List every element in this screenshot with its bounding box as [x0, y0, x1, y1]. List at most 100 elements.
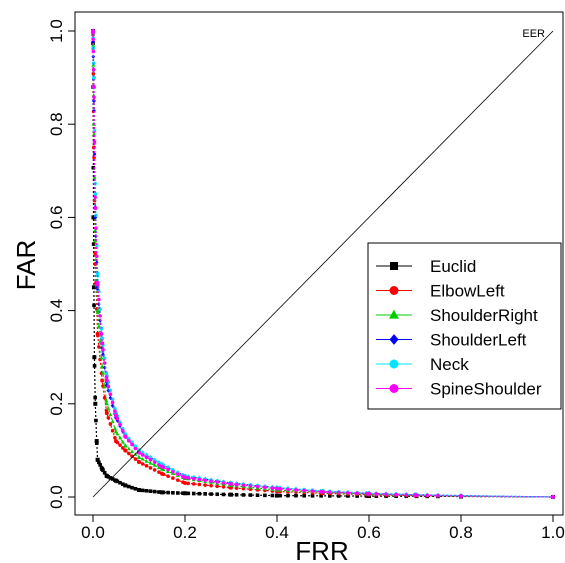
data-point	[286, 493, 290, 498]
legend-marker	[390, 262, 398, 270]
data-point	[123, 448, 128, 453]
data-point	[137, 460, 141, 465]
data-point	[209, 479, 213, 483]
data-point	[123, 434, 128, 439]
data-point	[234, 482, 239, 487]
data-point	[99, 332, 104, 336]
data-point	[148, 466, 153, 470]
x-tick-label: 0.0	[81, 523, 105, 542]
x-axis-label: FRR	[295, 536, 348, 563]
data-point	[183, 475, 187, 480]
data-point	[94, 439, 99, 444]
data-point	[106, 384, 111, 389]
data-point	[183, 481, 187, 486]
data-point	[97, 345, 101, 349]
legend-marker	[389, 309, 399, 319]
data-point	[328, 490, 332, 494]
legend-label: ShoulderLeft	[430, 331, 527, 350]
data-point	[104, 378, 109, 383]
data-point	[148, 457, 153, 462]
data-point	[110, 477, 115, 481]
data-point	[241, 483, 246, 488]
data-point	[115, 431, 120, 436]
data-point	[221, 492, 226, 497]
data-point	[294, 493, 298, 498]
data-point	[191, 476, 196, 481]
data-point	[203, 492, 207, 496]
data-point	[94, 441, 99, 445]
data-point	[133, 446, 138, 451]
data-point	[144, 464, 149, 468]
data-point	[302, 493, 306, 498]
data-point	[93, 228, 98, 232]
data-point	[130, 442, 134, 447]
data-point	[100, 341, 105, 346]
data-point	[104, 474, 109, 479]
data-point	[104, 375, 109, 380]
data-point	[166, 474, 170, 478]
data-point	[263, 493, 267, 498]
series-spineshoulder	[91, 29, 555, 499]
data-point	[118, 435, 123, 440]
data-point	[203, 478, 207, 483]
data-point	[152, 468, 157, 472]
data-point	[112, 426, 117, 430]
data-point	[215, 484, 220, 489]
legend-item-elbowleft: ElbowLeft	[376, 282, 505, 301]
legend-item-shoulderright: ShoulderRight	[376, 306, 538, 325]
data-point	[123, 483, 128, 488]
data-point	[160, 464, 164, 469]
data-point	[92, 364, 97, 368]
data-point	[270, 493, 275, 498]
data-point	[140, 488, 145, 493]
data-point	[92, 175, 97, 179]
data-point	[209, 492, 213, 496]
data-point	[113, 429, 119, 434]
data-point	[152, 489, 157, 494]
legend-label: ElbowLeft	[430, 282, 505, 301]
data-point	[98, 307, 102, 311]
data-point	[93, 401, 98, 406]
data-point	[102, 361, 107, 365]
data-point	[91, 29, 95, 33]
legend-label: ShoulderRight	[430, 306, 538, 325]
data-point	[127, 438, 131, 443]
data-point	[286, 487, 290, 492]
data-point	[126, 446, 131, 451]
data-point	[176, 472, 180, 476]
data-point	[94, 254, 99, 258]
data-point	[136, 454, 142, 459]
data-point	[96, 324, 101, 328]
data-point	[108, 422, 113, 426]
data-point	[140, 453, 145, 457]
data-point	[91, 242, 96, 246]
data-point	[436, 493, 440, 498]
data-point	[97, 297, 101, 302]
data-point	[91, 75, 96, 80]
data-point	[203, 483, 207, 487]
data-point	[152, 460, 157, 465]
data-point	[95, 310, 100, 315]
data-point	[108, 412, 113, 417]
data-point	[94, 418, 98, 423]
legend-marker	[389, 286, 399, 295]
data-point	[101, 347, 105, 352]
data-point	[94, 226, 98, 230]
data-point	[93, 192, 98, 197]
data-point	[425, 493, 430, 498]
data-point	[181, 491, 185, 495]
data-point	[278, 487, 282, 491]
data-point	[551, 495, 555, 499]
data-point	[160, 490, 164, 495]
data-point	[92, 151, 97, 157]
data-point	[157, 463, 161, 467]
data-point	[234, 492, 239, 497]
series-layer	[90, 28, 556, 500]
data-point	[275, 493, 279, 498]
data-point	[120, 439, 125, 444]
data-point	[144, 459, 149, 463]
legend-item-spineshoulder: SpineShoulder	[376, 380, 542, 399]
data-point	[101, 370, 105, 375]
data-point	[166, 467, 170, 472]
data-point	[93, 206, 98, 211]
